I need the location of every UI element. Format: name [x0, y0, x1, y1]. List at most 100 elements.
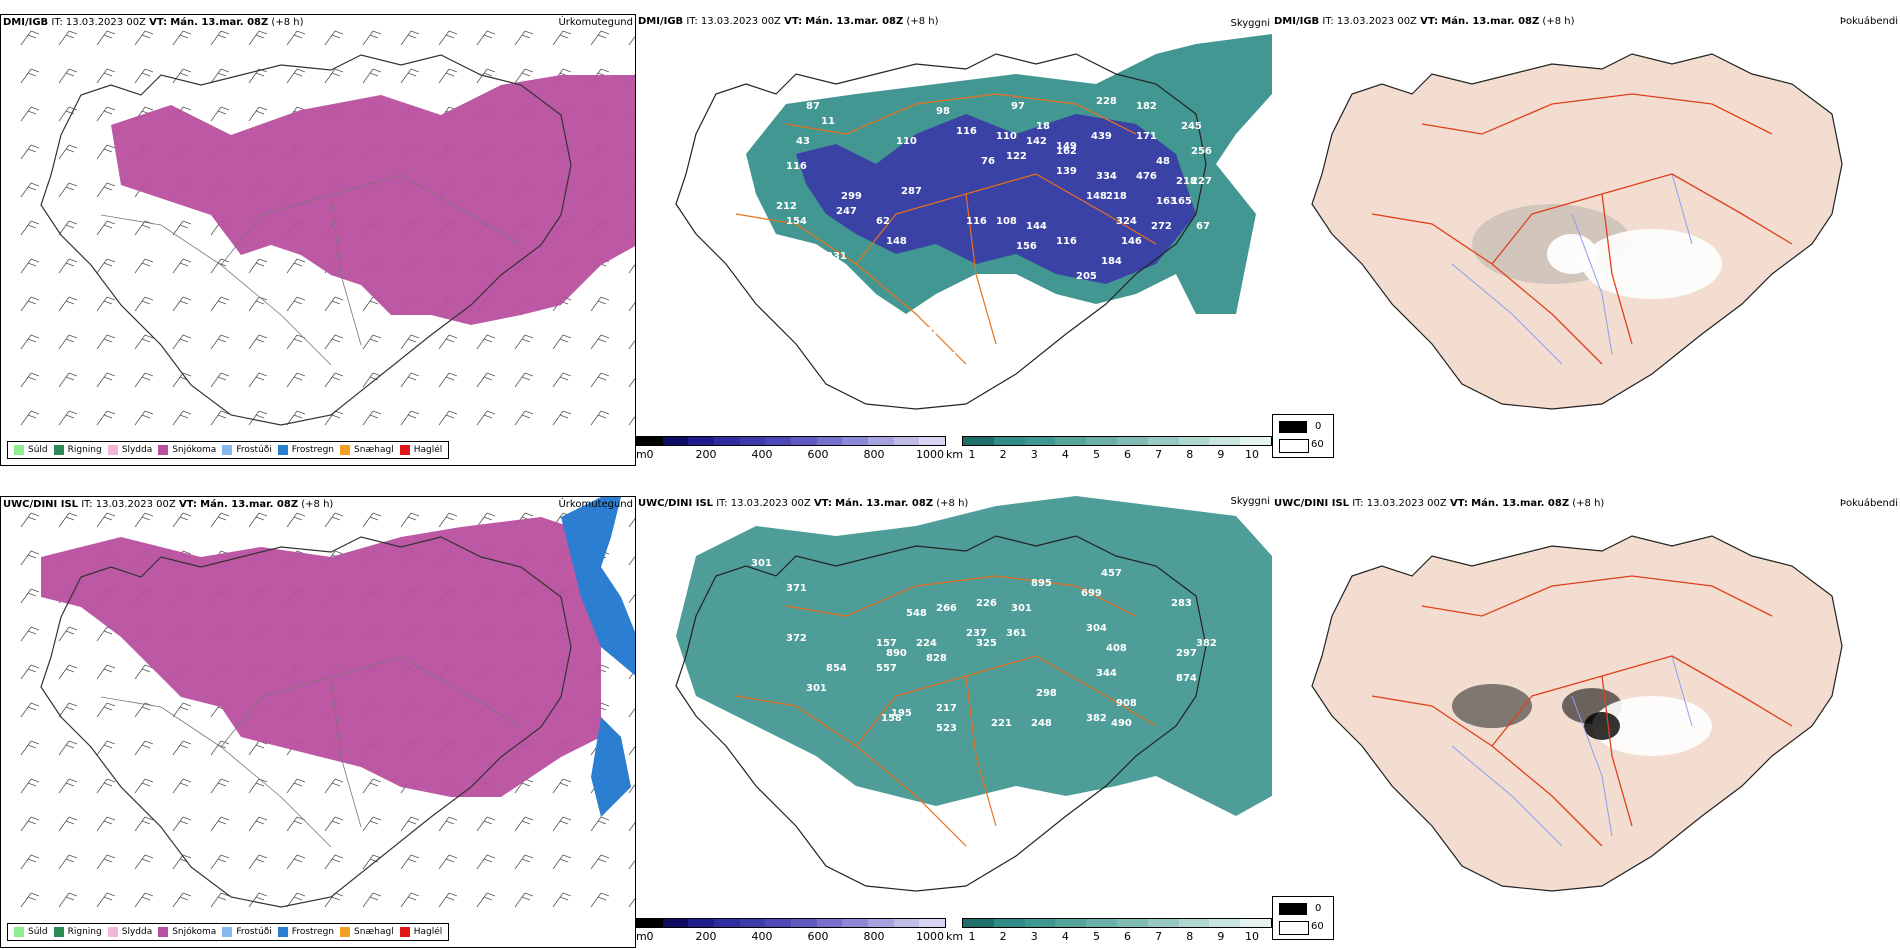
wind-barb	[96, 144, 116, 160]
wind-barb	[248, 740, 268, 756]
ceiling-area	[796, 114, 1196, 284]
colorbar-cell	[1178, 919, 1210, 927]
model-name: UWC/DINI ISL	[638, 498, 714, 509]
cloud-base-label: 324	[1116, 216, 1137, 227]
cloud-base-label: 226	[976, 598, 997, 609]
rivers	[1451, 173, 1693, 365]
cloud-base-label: 116	[956, 126, 977, 137]
wind-barb	[248, 778, 268, 794]
cloud-base-label: 163	[1156, 196, 1177, 207]
wind-barb	[96, 740, 116, 756]
cloud-base-label: 221	[991, 718, 1012, 729]
colorbar-cell	[1024, 437, 1056, 445]
it-value: 13.03.2023 00Z	[1336, 16, 1417, 27]
legend-item: Snæhagl	[340, 445, 394, 455]
precip-header-row1: DMI/IGB IT: 13.03.2023 00Z VT: Mán. 13.m…	[3, 17, 303, 28]
wind-barb	[172, 410, 192, 426]
snow-area	[41, 517, 601, 797]
wind-barb	[362, 68, 382, 84]
wind-barb	[58, 220, 78, 236]
cloud-header-row2: UWC/DINI ISL IT: 13.03.2023 00Z VT: Mán.…	[638, 498, 968, 509]
cloud-base-label: 301	[1011, 603, 1032, 614]
colorbar-cell	[714, 437, 740, 445]
cloud-base-label: 16	[916, 346, 930, 357]
visibility-tick: 10	[1245, 930, 1259, 943]
precip-title: Úrkomutegund	[558, 499, 633, 510]
wind-barb	[58, 854, 78, 870]
it-value: 13.03.2023 00Z	[700, 16, 781, 27]
wind-barb	[172, 68, 192, 84]
visibility-colorbar	[962, 918, 1272, 928]
wind-barb	[210, 106, 230, 122]
visibility-tick: 4	[1061, 930, 1069, 943]
cloud-base-label: 158	[881, 713, 902, 724]
cloud-title: Skyggni	[1230, 18, 1270, 29]
wind-barb	[134, 740, 154, 756]
wind-barb	[324, 296, 344, 312]
wind-barb	[20, 854, 40, 870]
wind-barb	[400, 892, 420, 908]
cloud-base-label: 217	[936, 703, 957, 714]
cloud-base-label: 371	[786, 583, 807, 594]
roads-orange	[735, 575, 1157, 847]
wind-barb	[476, 816, 496, 832]
precip-panel-row1: DMI/IGB IT: 13.03.2023 00Z VT: Mán. 13.m…	[0, 14, 636, 466]
wind-barb	[248, 410, 268, 426]
cloud-base-label: 184	[1101, 256, 1122, 267]
wind-barb	[58, 664, 78, 680]
colorbar-cell	[919, 437, 946, 445]
visibility-tick: 9	[1217, 448, 1225, 461]
legend-item: Rigning	[53, 445, 102, 455]
wind-barb	[362, 892, 382, 908]
wind-barb	[514, 892, 534, 908]
wind-barb	[20, 588, 40, 604]
cloud-base-label: 142	[1026, 136, 1047, 147]
cloud-base-label: 490	[1111, 718, 1132, 729]
wind-barb	[210, 816, 230, 832]
wind-barb	[20, 778, 40, 794]
cloud-base-label: 195	[891, 708, 912, 719]
wind-barb	[628, 377, 635, 388]
legend-item: Frostregn	[277, 927, 334, 937]
wind-barb	[20, 334, 40, 350]
wind-barb	[438, 410, 458, 426]
wind-barb	[96, 410, 116, 426]
legend-label: Frostúði	[236, 445, 272, 455]
colorbar-cell	[791, 437, 817, 445]
wind-barb	[96, 68, 116, 84]
model-name: UWC/DINI ISL	[3, 499, 79, 510]
lead-time: (+8 h)	[1572, 498, 1605, 509]
wind-barb	[172, 30, 192, 46]
wind-barb	[286, 892, 306, 908]
legend-item: Slydda	[107, 445, 152, 455]
roads-orange	[1371, 93, 1793, 365]
wind-barb	[172, 220, 192, 236]
ceiling-tick: 1000	[916, 448, 944, 461]
cloud-base-label: 116	[786, 161, 807, 172]
visibility-tick: 2	[999, 448, 1007, 461]
legend-swatch	[399, 445, 410, 455]
wind-barb	[172, 892, 192, 908]
ceiling-tick: 1000	[916, 930, 944, 943]
wind-barb	[172, 296, 192, 312]
wind-barb	[96, 334, 116, 350]
cloud-base-label: 228	[1096, 96, 1117, 107]
wind-barb	[362, 854, 382, 870]
wind-barb	[172, 258, 192, 274]
wind-barb	[590, 816, 610, 832]
cloud-panel-row1: 87 11 110 98 116 76 97 110 122 142 18 162 149 439 228 1…	[636, 14, 1272, 466]
wind-barb	[248, 258, 268, 274]
wind-barb	[96, 258, 116, 274]
freezing-rain-area	[591, 717, 631, 817]
colorbar-cell	[1116, 919, 1148, 927]
cloud-base-label: 372	[786, 633, 807, 644]
wind-barb	[628, 415, 635, 426]
cloud-base-label: 548	[906, 608, 927, 619]
iceland-outline	[40, 536, 572, 908]
wind-barb	[400, 372, 420, 388]
wind-barb	[210, 372, 230, 388]
legend-item: Súld	[14, 445, 48, 455]
